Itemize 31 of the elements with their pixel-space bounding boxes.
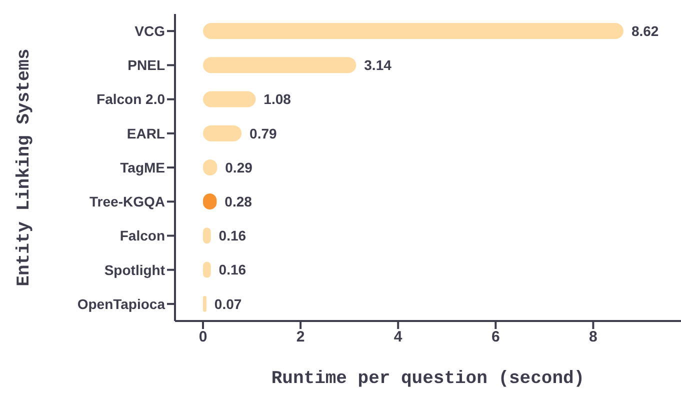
y-tick-label: Falcon xyxy=(120,228,165,244)
y-axis-title: Entity Linking Systems xyxy=(14,48,34,286)
bar xyxy=(203,57,356,74)
data-label: 8.62 xyxy=(631,22,659,39)
data-label: 0.29 xyxy=(225,159,253,176)
x-tick-label: 0 xyxy=(198,328,208,346)
y-tick-label: VCG xyxy=(134,23,166,40)
y-tick-label: EARL xyxy=(126,125,166,142)
y-tick-label: OpenTapioca xyxy=(77,296,166,312)
y-tick-label: Tree-KGQA xyxy=(90,194,165,210)
bar xyxy=(203,228,211,244)
x-tick-label: 2 xyxy=(296,328,305,346)
bar xyxy=(203,23,624,39)
data-label: 1.08 xyxy=(264,91,292,108)
x-tick-label: 4 xyxy=(394,328,403,346)
bar xyxy=(203,125,242,142)
bar xyxy=(203,91,256,108)
data-label: 3.14 xyxy=(364,57,392,74)
bar xyxy=(203,296,206,312)
data-label: 0.28 xyxy=(224,194,252,210)
x-tick-label: 6 xyxy=(491,328,500,346)
y-tick-label: TagME xyxy=(120,159,165,176)
x-tick-label: 8 xyxy=(589,328,598,346)
y-tick-label: Falcon 2.0 xyxy=(96,91,166,108)
data-label: 0.16 xyxy=(218,228,246,244)
y-tick-label: Spotlight xyxy=(104,262,166,278)
x-axis-title: Runtime per question (second) xyxy=(271,369,585,389)
data-label: 0.07 xyxy=(214,296,242,312)
data-label: 0.79 xyxy=(250,125,277,142)
data-label: 0.16 xyxy=(218,262,246,278)
y-tick-label: PNEL xyxy=(128,57,166,74)
